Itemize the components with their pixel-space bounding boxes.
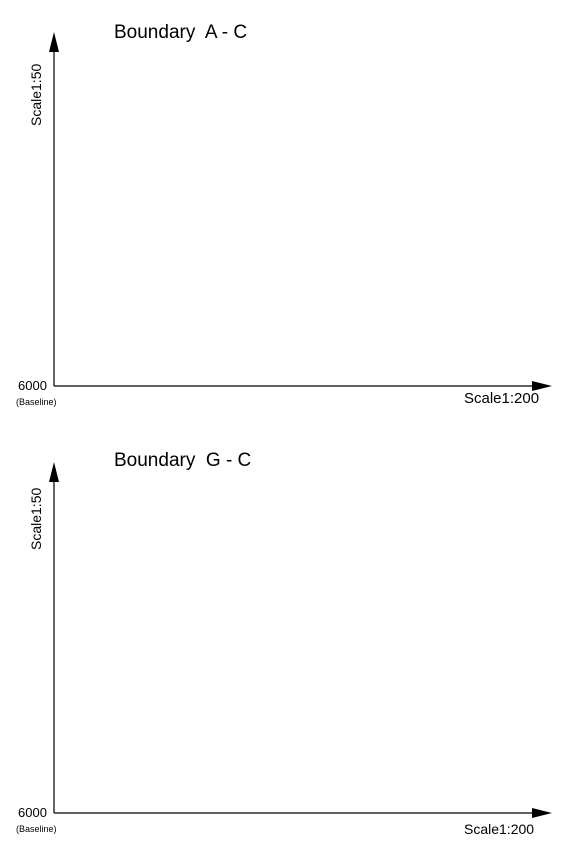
axes-1 <box>0 0 572 430</box>
origin-value: 6000 <box>18 805 47 820</box>
x-axis-arrow-icon <box>532 808 552 818</box>
panel-title: Boundary A - C <box>114 22 247 44</box>
axes-2 <box>0 428 572 862</box>
y-axis-label: Scale1:50 <box>28 488 44 550</box>
boundary-panel-1: Boundary A - C Scale1:50 6000 (Baseline)… <box>0 0 572 430</box>
x-axis-label: Scale1:200 <box>464 390 539 407</box>
y-axis-arrow-icon <box>49 32 59 52</box>
origin-note: (Baseline) <box>16 397 57 407</box>
origin-note: (Baseline) <box>16 824 57 834</box>
boundary-panel-2: Boundary G - C Scale1:50 6000 (Baseline)… <box>0 428 572 862</box>
y-axis-label: Scale1:50 <box>28 64 44 126</box>
panel-title: Boundary G - C <box>114 450 251 472</box>
x-axis-label: Scale1:200 <box>464 821 534 837</box>
y-axis-arrow-icon <box>49 462 59 482</box>
origin-value: 6000 <box>18 378 47 393</box>
